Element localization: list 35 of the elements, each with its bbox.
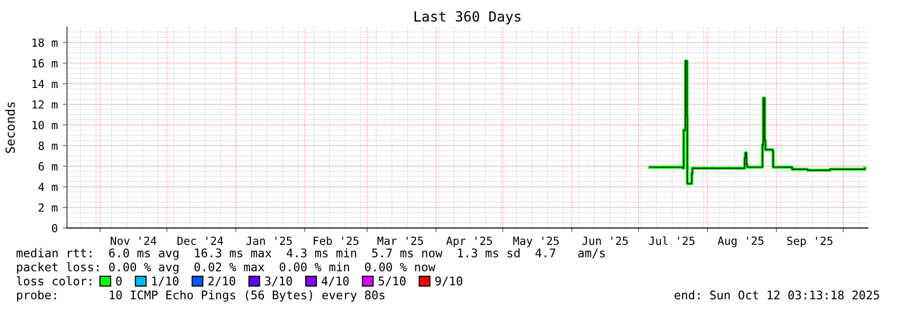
x-tick-label: Jan '25 <box>246 236 292 245</box>
legend-label: 3/10 <box>265 276 292 286</box>
legend-label: 1/10 <box>152 276 178 286</box>
text: end: Sun Oct 12 03:13:18 2025 <box>674 290 880 300</box>
x-tick-label: May '25 <box>513 236 559 248</box>
legend-label: 5/10 <box>378 276 406 286</box>
x-tick-label: Jun '25 <box>582 236 628 245</box>
chart-title: Last 360 Days <box>414 11 520 24</box>
y-tick-label: 12 m <box>32 100 58 109</box>
x-tick-label: Mar '25 <box>378 236 423 245</box>
x-tick-label: Apr '25 <box>446 236 492 248</box>
y-tick-label: 6 m <box>38 162 58 171</box>
text: packet loss: 0.00 % avg 0.02 % max 0.00 % min 0.00 % now <box>17 262 436 274</box>
x-tick-label: Sep '25 <box>787 236 832 248</box>
legend-title: loss color: <box>16 276 92 286</box>
legend-label: 9/10 <box>435 276 462 286</box>
y-axis-title: Seconds <box>5 102 15 153</box>
x-tick-label: Jul '25 <box>649 236 694 245</box>
y-tick-label: 8 m <box>38 142 58 150</box>
y-tick-label: 0 <box>52 224 58 232</box>
y-tick-label: 14 m <box>32 80 58 88</box>
text: median rtt: 6.0 ms avg 16.3 ms max 4.3 ms min 5.7 ms now 1.3 ms sd 4.7 am/s <box>16 248 605 260</box>
x-tick-label: Feb '25 <box>314 236 358 245</box>
y-tick-label: 4 m <box>38 182 58 192</box>
y-tick-label: 16 m <box>32 59 58 68</box>
y-tick-label: 2 m <box>38 203 58 212</box>
legend-label: 4/10 <box>322 276 349 286</box>
x-tick-label: Nov '24 <box>110 236 156 245</box>
x-tick-label: Dec '24 <box>178 236 224 245</box>
y-tick-label: 10 m <box>32 120 58 130</box>
legend-label: 0 <box>116 276 122 286</box>
text: probe: 10 ICMP Echo Pings (56 Bytes) every 80s <box>17 290 384 302</box>
y-tick-label: 18 m <box>32 38 58 47</box>
x-tick-label: Aug '25 <box>718 236 764 248</box>
legend-label: 2/10 <box>208 276 236 286</box>
